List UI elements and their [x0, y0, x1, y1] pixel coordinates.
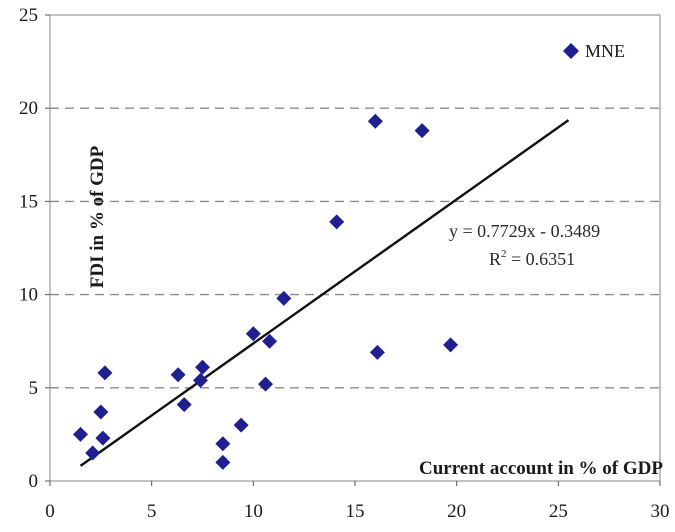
- data-point-4: [95, 430, 111, 446]
- y-tick-label: 20: [19, 98, 38, 119]
- x-tick-label: 25: [549, 501, 568, 522]
- data-point-8: [192, 372, 208, 388]
- legend: MNE: [563, 41, 625, 61]
- y-tick-label: 0: [29, 471, 39, 492]
- legend-label: MNE: [585, 41, 625, 61]
- data-point-15: [262, 333, 278, 349]
- axis-ticks: 0 5 10 15 20 25 0 5 10 15 20 25 30: [19, 5, 670, 522]
- legend-marker-diamond: [563, 43, 579, 59]
- data-point-3: [93, 404, 109, 420]
- trendline: [79, 119, 570, 467]
- plot-area-frame: [49, 14, 661, 482]
- data-point-20: [414, 123, 430, 139]
- data-point-7: [176, 397, 192, 413]
- x-tick-label: 0: [45, 501, 55, 522]
- data-point-2: [85, 445, 101, 461]
- data-point-13: [245, 326, 261, 342]
- x-tick-label: 30: [651, 501, 670, 522]
- data-point-21: [443, 337, 459, 353]
- y-tick-label: 15: [19, 191, 38, 212]
- x-axis-title: Current account in % of GDP: [419, 458, 663, 479]
- data-point-16: [276, 290, 292, 306]
- trendline-group: [79, 119, 570, 467]
- y-tick-label: 10: [19, 285, 38, 306]
- data-point-10: [215, 436, 231, 452]
- x-tick-label: 15: [346, 501, 365, 522]
- r2-prefix: R: [489, 249, 501, 269]
- x-tick-label: 5: [147, 501, 157, 522]
- y-axis-title: FDI in % of GDP: [87, 145, 108, 288]
- r-squared-label: R2 = 0.6351: [489, 248, 575, 269]
- data-point-9: [195, 359, 210, 375]
- y-tick-label: 5: [29, 378, 39, 399]
- x-tick-label: 20: [447, 501, 466, 522]
- r2-value: = 0.6351: [507, 249, 576, 269]
- y-tick-label: 25: [19, 5, 38, 26]
- trendline-equation: y = 0.7729x - 0.3489: [449, 221, 600, 241]
- data-point-5: [97, 365, 113, 381]
- data-point-17: [329, 214, 345, 230]
- data-points: [73, 113, 459, 470]
- x-tick-label: 10: [244, 501, 263, 522]
- data-point-14: [258, 376, 274, 392]
- gridlines: [50, 107, 660, 389]
- data-point-19: [369, 344, 385, 360]
- data-point-11: [215, 454, 231, 470]
- data-point-6: [170, 367, 186, 383]
- data-point-1: [73, 426, 88, 442]
- data-point-18: [367, 113, 383, 129]
- data-point-12: [233, 417, 249, 433]
- r2-exponent: 2: [501, 248, 507, 260]
